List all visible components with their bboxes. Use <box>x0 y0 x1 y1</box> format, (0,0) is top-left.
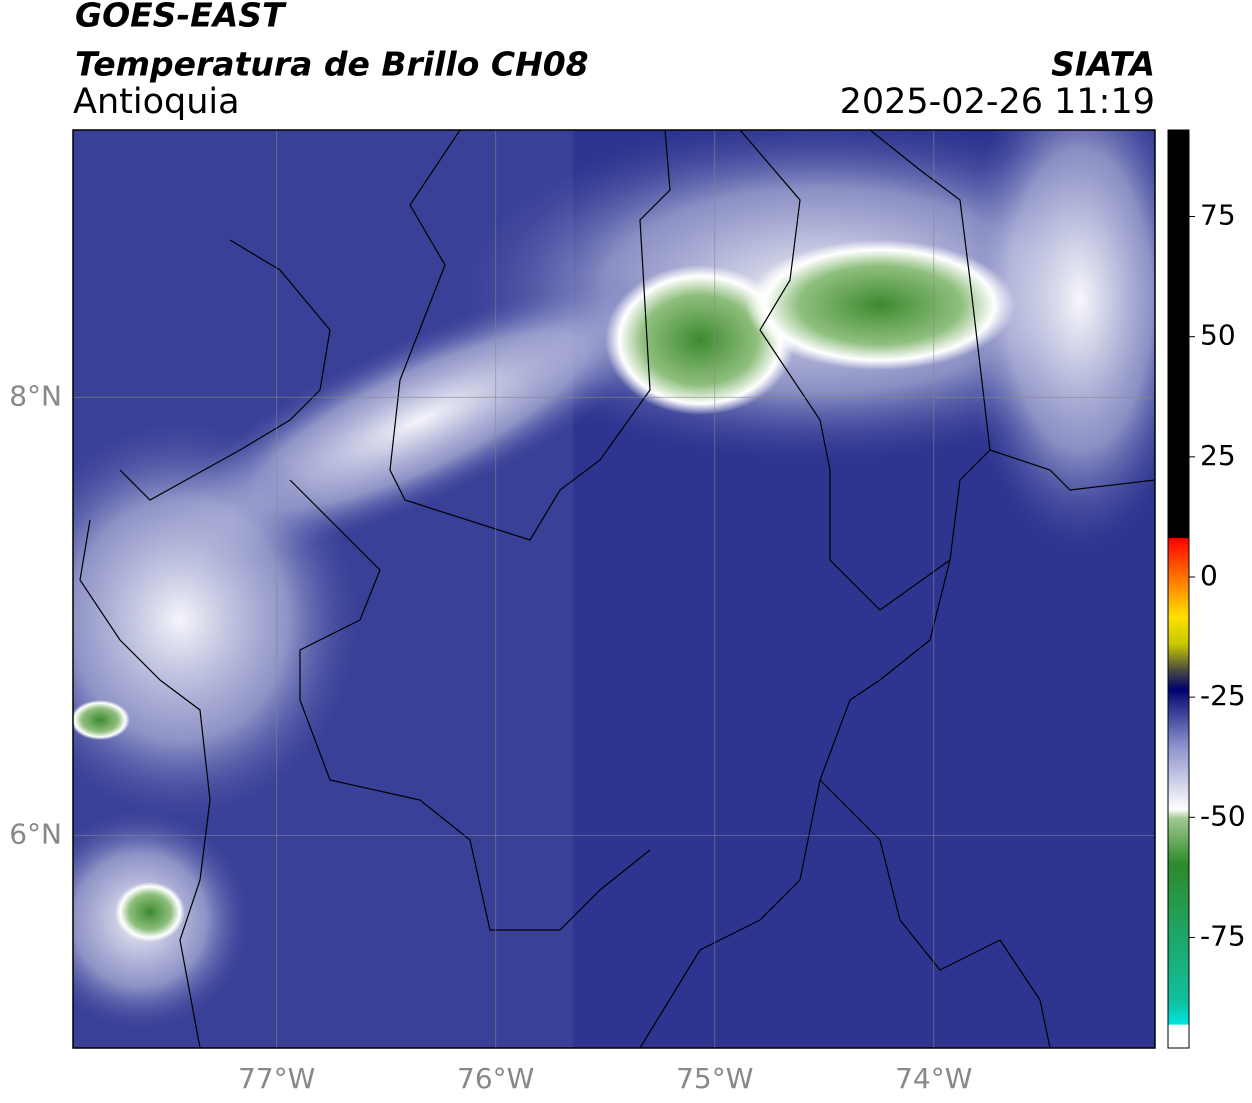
colorbar <box>1167 129 1190 1049</box>
lon-label: 77°W <box>238 1062 315 1095</box>
map-frame <box>72 129 1156 1049</box>
title: GOES-EAST <box>75 0 287 35</box>
cold-top <box>73 700 130 740</box>
datetime: 2025-02-26 11:19 <box>840 82 1155 122</box>
cold-top <box>115 882 185 942</box>
subtitle: Temperatura de Brillo CH08 <box>75 45 589 84</box>
lon-label: 74°W <box>895 1062 972 1095</box>
colorbar-tick-label: -25 <box>1200 679 1246 712</box>
lon-label: 76°W <box>457 1062 534 1095</box>
colorbar-tick-label: -75 <box>1200 919 1246 952</box>
lat-label: 8°N <box>9 379 62 412</box>
border <box>739 130 991 611</box>
border <box>819 779 1051 1048</box>
graticule: 77°W 76°W 75°W 74°W 6°N 8°N <box>9 130 1155 1095</box>
colorbar-tick-label: 0 <box>1200 559 1218 592</box>
border <box>389 130 671 541</box>
colorbar-ticks: -75 -50 -25 0 25 50 75 <box>1189 199 1246 952</box>
region: Antioquia <box>73 82 240 122</box>
colorbar-tick-label: 25 <box>1200 439 1236 472</box>
source: SIATA <box>1051 45 1155 84</box>
map-area <box>73 130 1155 1048</box>
border <box>989 449 1155 491</box>
cloud <box>73 420 360 820</box>
cloud <box>960 130 1155 550</box>
border <box>289 479 651 931</box>
lat-label: 6°N <box>9 817 62 850</box>
coastline <box>79 519 211 1048</box>
lon-label: 75°W <box>676 1062 753 1095</box>
colorbar-tick-label: 50 <box>1200 319 1236 352</box>
colorbar-tick-label: 75 <box>1200 199 1236 232</box>
colorbar-tick-label: -50 <box>1200 799 1246 832</box>
coastline <box>119 239 331 501</box>
cold-top <box>745 240 1015 370</box>
